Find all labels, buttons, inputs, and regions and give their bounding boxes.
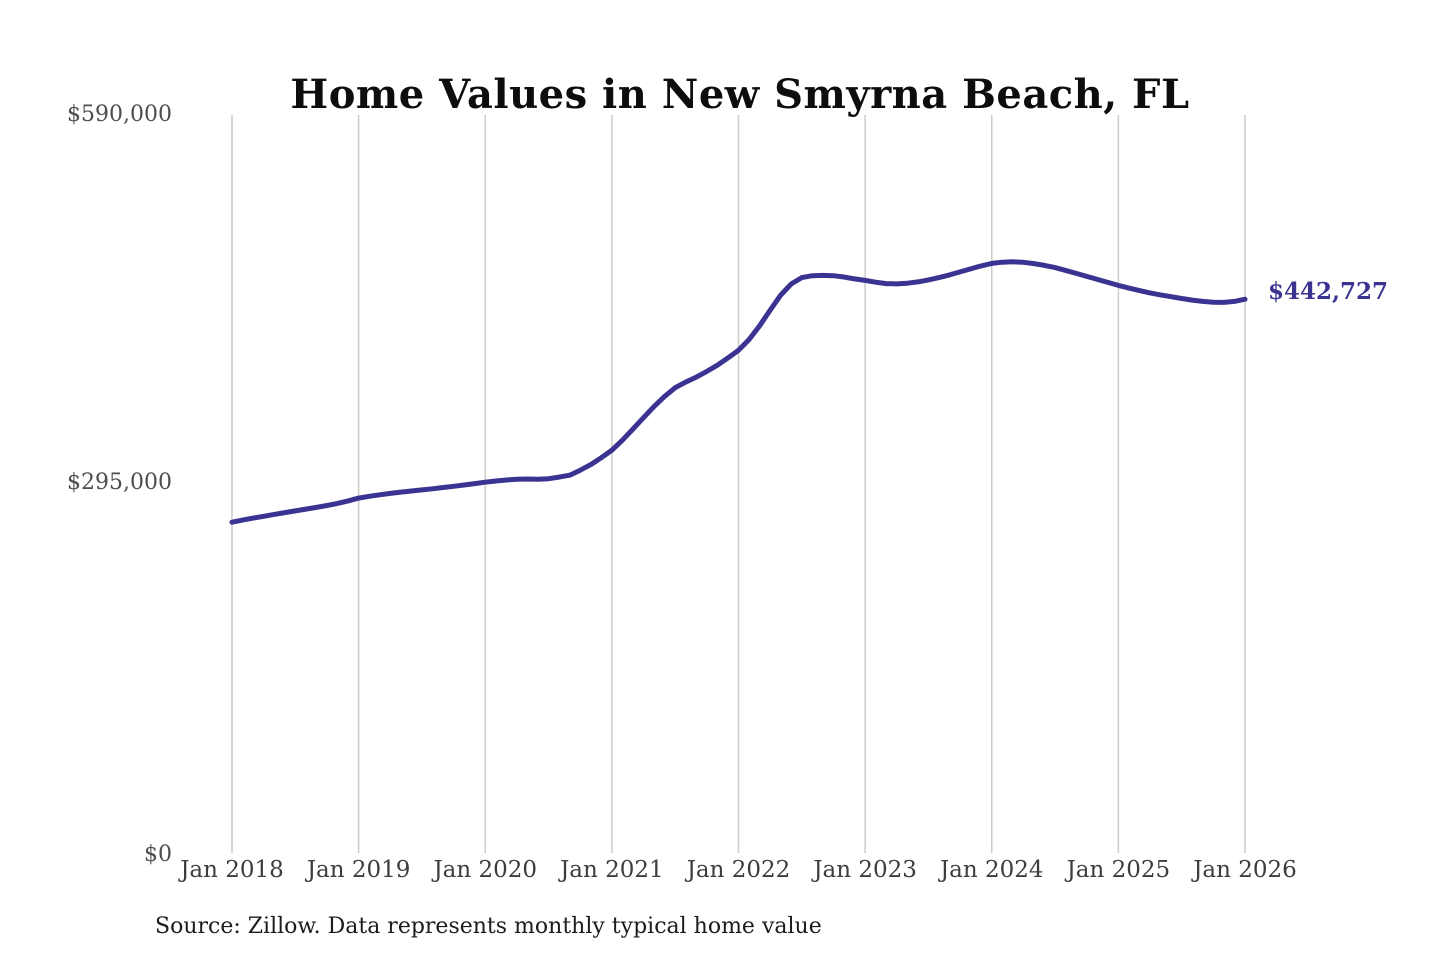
x-tick-label: Jan 2026 xyxy=(1193,857,1297,883)
x-tick-label: Jan 2019 xyxy=(306,857,411,883)
y-tick-label-590000: $590,000 xyxy=(67,102,172,127)
current-value-label: $442,727 xyxy=(1268,278,1389,306)
value-line xyxy=(229,259,1248,525)
x-tick-label: Jan 2018 xyxy=(180,857,284,883)
y-tick-label-0: $0 xyxy=(144,842,172,867)
x-tick-label: Jan 2022 xyxy=(686,857,791,883)
chart-title: Home Values in New Smyrna Beach, FL xyxy=(290,70,1190,118)
x-tick-label: Jan 2024 xyxy=(939,857,1044,883)
x-tick-label: Jan 2020 xyxy=(433,857,538,883)
x-tick-label: Jan 2021 xyxy=(560,857,664,883)
x-tick-label: Jan 2023 xyxy=(813,857,917,883)
source-note: Source: Zillow. Data represents monthly … xyxy=(155,914,822,939)
y-tick-label-295000: $295,000 xyxy=(67,470,172,495)
x-tick-label: Jan 2025 xyxy=(1066,857,1171,883)
